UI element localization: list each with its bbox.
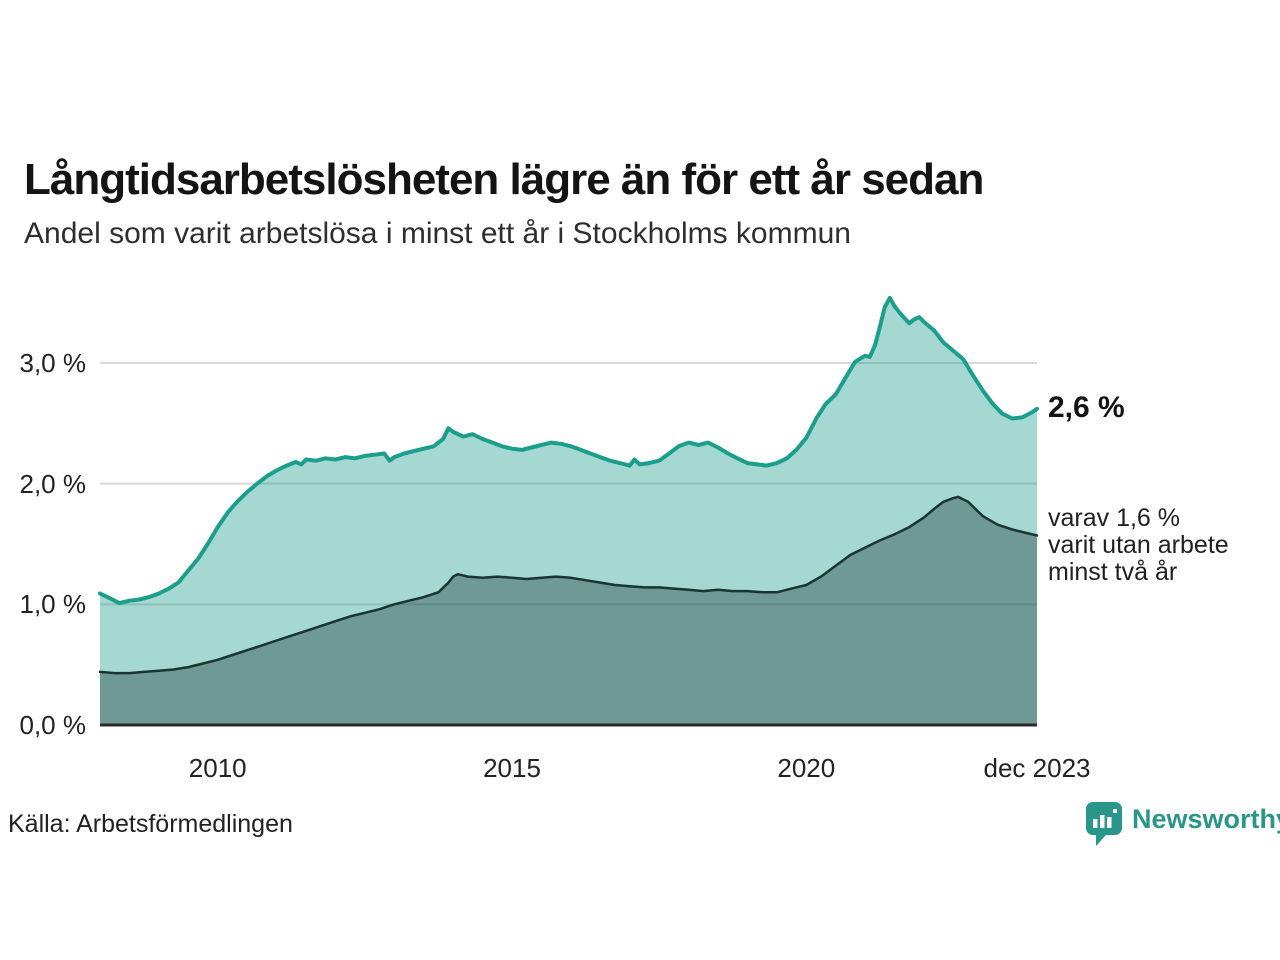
x-tick-label: 2020 xyxy=(777,753,836,783)
source-note: Källa: Arbetsförmedlingen xyxy=(8,810,293,838)
y-tick-label: 0,0 % xyxy=(19,710,87,740)
series-line-1 xyxy=(98,495,1039,675)
chart-subtitle: Andel som varit arbetslösa i minst ett å… xyxy=(24,217,851,250)
y-tick-label: 2,0 % xyxy=(19,468,87,499)
area-chart-plot xyxy=(98,295,1039,727)
brand-logo: Newsworthy xyxy=(1086,802,1280,850)
y-tick-label: 3,0 % xyxy=(19,347,87,378)
detail-annotation-line1: varav 1,6 % xyxy=(1048,504,1181,532)
newsworthy-icon xyxy=(1086,802,1122,846)
series-line-0 xyxy=(98,295,1039,606)
brand-name: Newsworthy xyxy=(1132,804,1280,834)
x-tick-label: 2015 xyxy=(483,753,541,783)
detail-annotation-line3: minst två år xyxy=(1048,558,1178,586)
page-title: Långtidsarbetslösheten lägre än för ett … xyxy=(24,155,984,205)
detail-annotation-line2: varit utan arbete xyxy=(1048,531,1229,559)
series-area-1 xyxy=(100,496,1037,725)
series-area-0 xyxy=(100,297,1037,725)
y-tick-label: 1,0 % xyxy=(19,589,87,620)
x-tick-label: 2010 xyxy=(188,753,247,783)
x-tick-label: dec 2023 xyxy=(983,753,1091,783)
latest-value-label: 2,6 % xyxy=(1048,391,1125,424)
detail-annotation: varav 1,6 % varit utan arbete minst två … xyxy=(1048,505,1229,586)
